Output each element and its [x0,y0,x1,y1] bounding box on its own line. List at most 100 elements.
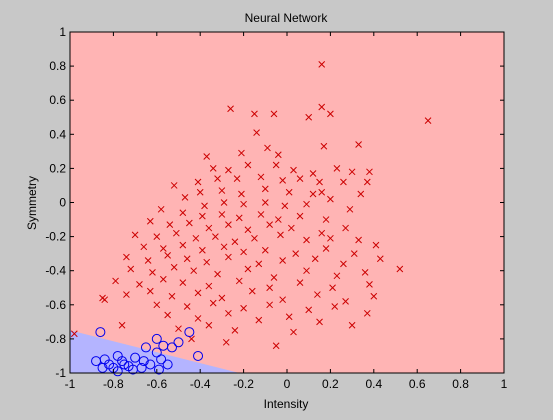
cross-point [279,176,287,184]
cross-point [253,129,260,136]
cross-point [244,265,252,273]
cross-point [270,274,278,281]
cross-point [261,185,269,193]
cross-point [316,318,323,326]
cross-point [266,284,273,292]
cross-point [153,301,161,309]
cross-point [220,243,228,251]
cross-point [175,325,182,333]
cross-point [168,292,176,300]
cross-point [257,173,265,181]
cross-point [218,211,226,218]
cross-point [272,161,280,169]
cross-point [329,284,336,292]
cross-point [296,279,304,286]
cross-point [70,330,78,338]
data-points [70,61,432,377]
circle-point [97,362,108,373]
cross-point [183,303,191,310]
x-tick-label: 0 [284,377,291,391]
x-tick-label: -0.4 [190,377,211,391]
circle-point [193,350,204,361]
cross-point [264,144,271,152]
cross-point [290,328,297,336]
cross-point [277,231,284,239]
y-tick-label: -0.4 [45,264,66,278]
cross-point [212,233,219,240]
cross-point [159,275,167,283]
cross-point [164,252,172,259]
cross-point [225,221,232,229]
cross-point [292,250,300,258]
x-tick-label: -1 [65,377,76,391]
cross-point [235,277,243,285]
cross-point [266,221,273,229]
cross-point [227,105,234,113]
cross-point [296,212,304,220]
cross-point [101,296,109,304]
circle-point [184,327,195,338]
cross-point [314,291,321,298]
cross-point [220,199,228,206]
cross-point [342,224,349,232]
decision-region-0 [70,32,504,373]
cross-point [240,248,247,256]
cross-point [424,117,432,125]
cross-point [346,205,354,213]
cross-point [318,188,326,196]
circle-point [151,333,162,344]
cross-point [190,267,198,275]
cross-point [272,342,280,350]
chart-title: Neural Network [245,11,329,25]
y-tick-label: -0.8 [45,332,66,346]
cross-point [123,291,130,298]
decision-regions [70,32,504,373]
cross-point [140,243,148,251]
cross-point [194,315,202,322]
cross-point [281,202,289,210]
cross-point [159,245,167,252]
cross-point [238,190,245,198]
cross-point [309,190,317,198]
cross-point [240,200,247,208]
cross-point [363,309,371,317]
cross-point [279,296,287,304]
circle-point [138,356,149,367]
cross-point [205,224,213,232]
cross-point [248,287,256,295]
cross-point [340,260,347,268]
x-tick-label: -0.6 [146,377,167,391]
cross-point [170,182,178,189]
circle-point [153,364,164,375]
y-tick-label: -0.2 [45,230,66,244]
cross-point [146,217,154,225]
cross-point [255,316,263,324]
cross-point [214,270,221,278]
y-tick-label: 0.6 [49,93,66,107]
cross-point [274,216,282,223]
cross-point [149,269,156,276]
cross-point [296,175,304,182]
cross-point [348,321,356,329]
cross-point [194,178,202,186]
circle-point [162,359,173,370]
circle-point [140,342,151,353]
cross-point [209,165,217,172]
cross-point [357,190,365,198]
cross-point [261,246,269,254]
cross-point [218,187,226,194]
cross-point [309,170,317,177]
cross-point [316,178,323,186]
cross-point [181,194,189,201]
y-tick-label: -0.6 [45,298,66,312]
cross-point [127,265,135,273]
cross-point [144,257,152,264]
circle-point [173,337,184,348]
axis-ticks: -1 -0.8 -0.6 -0.4 -0.2 0 0.2 0.4 0.6 0.8 1 -1 -0.8 -0… [45,25,507,391]
cross-point [118,321,126,329]
y-tick-label: 0.4 [49,127,66,141]
cross-point [233,175,241,182]
cross-point [179,279,187,286]
x-tick-label: 0.2 [322,377,339,391]
cross-point [305,306,313,314]
